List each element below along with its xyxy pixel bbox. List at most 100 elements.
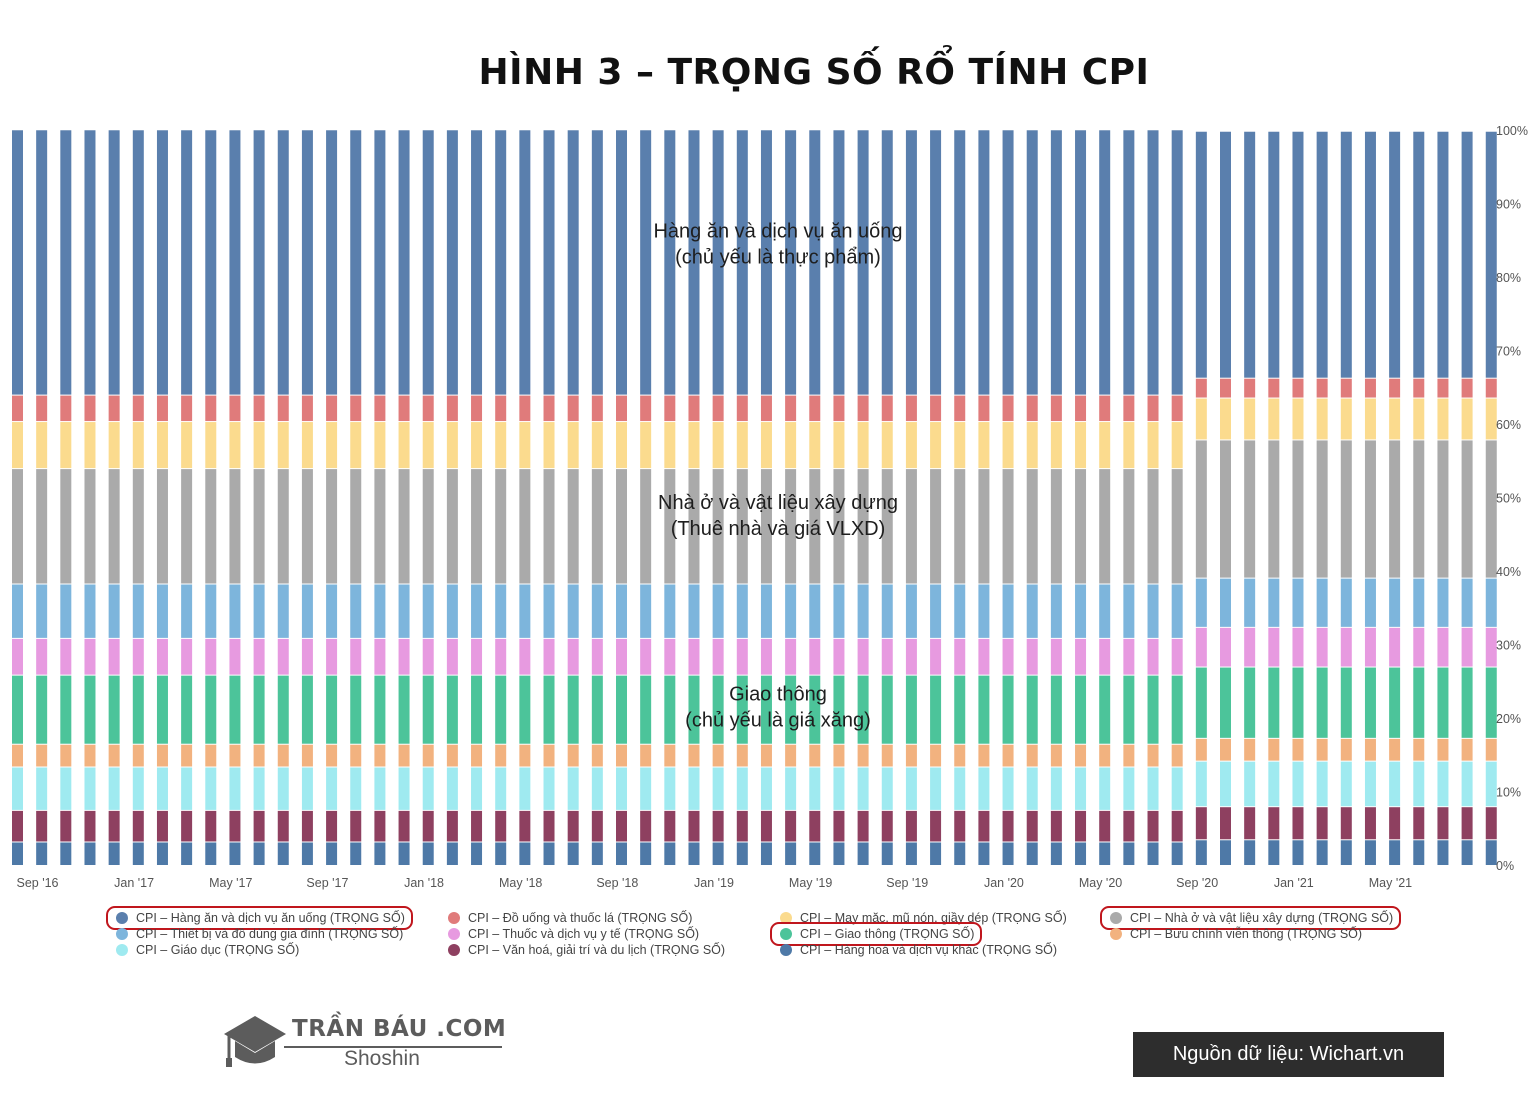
bar-segment xyxy=(1461,131,1473,378)
bar-segment xyxy=(712,638,724,675)
bar-segment xyxy=(833,810,845,842)
bar-segment xyxy=(253,130,265,395)
bar-segment xyxy=(350,675,362,744)
bar-segment xyxy=(640,584,652,638)
bar-segment xyxy=(36,810,48,842)
bar-segment xyxy=(253,469,265,584)
bar-segment xyxy=(1437,738,1449,761)
bar-segment xyxy=(36,744,48,767)
legend-item[interactable]: CPI – Đồ uống và thuốc lá (TRỌNG SỐ) xyxy=(448,910,692,926)
bar-segment xyxy=(60,130,72,395)
bar-segment xyxy=(1268,807,1280,840)
bar-segment xyxy=(277,744,289,767)
bar-segment xyxy=(760,395,772,422)
bar-segment xyxy=(809,130,821,395)
bar-segment xyxy=(471,638,483,675)
bar-segment xyxy=(664,395,676,422)
bar-segment xyxy=(12,584,23,638)
bar-segment xyxy=(616,744,627,767)
bar-segment xyxy=(664,584,676,638)
bar-segment xyxy=(616,810,627,842)
bar-segment xyxy=(277,584,289,638)
bar-segment xyxy=(229,469,241,584)
bar-segment xyxy=(132,422,144,469)
bar-segment xyxy=(471,395,483,422)
bar-segment xyxy=(736,130,748,395)
bar-segment xyxy=(1244,807,1256,840)
bar-segment xyxy=(664,842,676,865)
bar-segment xyxy=(809,744,821,767)
bar-segment xyxy=(495,675,507,744)
legend-item[interactable]: CPI – Thuốc và dịch vụ y tế (TRỌNG SỐ) xyxy=(448,926,699,942)
bar-segment xyxy=(1389,131,1401,378)
bar-segment xyxy=(446,130,458,395)
bar-segment xyxy=(1389,807,1401,840)
bar-segment xyxy=(1220,761,1231,807)
legend-item[interactable]: CPI – Hàng hoá và dịch vụ khác (TRỌNG SỐ… xyxy=(780,942,1057,958)
bar-segment xyxy=(1171,767,1183,810)
legend-item[interactable]: CPI – Bưu chính viễn thông (TRỌNG SỐ) xyxy=(1110,926,1362,942)
bar-segment xyxy=(1485,667,1497,738)
bar-segment xyxy=(181,395,193,422)
bar-segment xyxy=(543,395,555,422)
legend-label: CPI – May mặc, mũ nón, giầy dép (TRỌNG S… xyxy=(800,911,1067,925)
bar-segment xyxy=(1292,840,1304,865)
x-tick-label: May '19 xyxy=(789,876,832,890)
bar-segment xyxy=(785,675,797,744)
y-tick-label: 30% xyxy=(1496,639,1521,653)
y-tick-label: 100% xyxy=(1496,124,1528,138)
bar-segment xyxy=(156,675,168,744)
bar-segment xyxy=(422,130,434,395)
bar-segment xyxy=(495,422,507,469)
legend-item[interactable]: CPI – Nhà ở và vật liệu xây dựng (TRỌNG … xyxy=(1110,910,1393,926)
bar-segment xyxy=(1340,807,1352,840)
bar-segment xyxy=(1171,584,1183,638)
bar-segment xyxy=(640,744,652,767)
chart-annotation: (Thuê nhà và giá VLXD) xyxy=(671,518,886,540)
bar-segment xyxy=(84,744,96,767)
bar-segment xyxy=(156,130,168,395)
bar-segment xyxy=(543,810,555,842)
bar-segment xyxy=(422,675,434,744)
bar-segment xyxy=(1316,440,1328,578)
bar-segment xyxy=(1364,578,1376,627)
bar-segment xyxy=(1123,810,1135,842)
legend-item[interactable]: CPI – Hàng ăn và dịch vụ ăn uống (TRỌNG … xyxy=(116,910,405,926)
bar-segment xyxy=(374,744,386,767)
bar-segment xyxy=(1099,422,1111,469)
bar-segment xyxy=(205,744,217,767)
legend-label: CPI – Giao thông (TRỌNG SỐ) xyxy=(800,927,975,941)
bar-segment xyxy=(1340,578,1352,627)
legend-item[interactable]: CPI – Thiết bị và đồ dùng gia đình (TRỌN… xyxy=(116,926,403,942)
bar-segment xyxy=(809,767,821,810)
source-text: Nguồn dữ liệu: Wichart.vn xyxy=(1172,1043,1405,1065)
bar-segment xyxy=(1316,761,1328,807)
bar-segment xyxy=(567,395,579,422)
bar-segment xyxy=(253,584,265,638)
bar-segment xyxy=(398,584,410,638)
bar-segment xyxy=(954,842,966,865)
bar-segment xyxy=(108,395,120,422)
bar-segment xyxy=(736,675,748,744)
bar-segment xyxy=(350,842,362,865)
bar-segment xyxy=(1316,378,1328,398)
bar-segment xyxy=(640,130,652,395)
legend-label: CPI – Thuốc và dịch vụ y tế (TRỌNG SỐ) xyxy=(468,927,700,941)
bar-segment xyxy=(736,469,748,584)
bar-segment xyxy=(930,810,942,842)
bar-segment xyxy=(954,675,966,744)
bar-segment xyxy=(1123,130,1135,395)
bar-segment xyxy=(1075,842,1087,865)
bar-segment xyxy=(905,767,917,810)
bar-segment xyxy=(446,395,458,422)
bar-segment xyxy=(1195,738,1207,761)
legend-item[interactable]: CPI – Văn hoá, giải trí và du lịch (TRỌN… xyxy=(448,942,725,958)
bar-segment xyxy=(1099,744,1111,767)
legend-item[interactable]: CPI – May mặc, mũ nón, giầy dép (TRỌNG S… xyxy=(780,910,1067,926)
bar-segment xyxy=(1171,422,1183,469)
bar-segment xyxy=(591,675,603,744)
legend-item[interactable]: CPI – Giáo dục (TRỌNG SỐ) xyxy=(116,942,299,958)
bar-segment xyxy=(36,842,48,865)
legend-item[interactable]: CPI – Giao thông (TRỌNG SỐ) xyxy=(780,926,974,942)
